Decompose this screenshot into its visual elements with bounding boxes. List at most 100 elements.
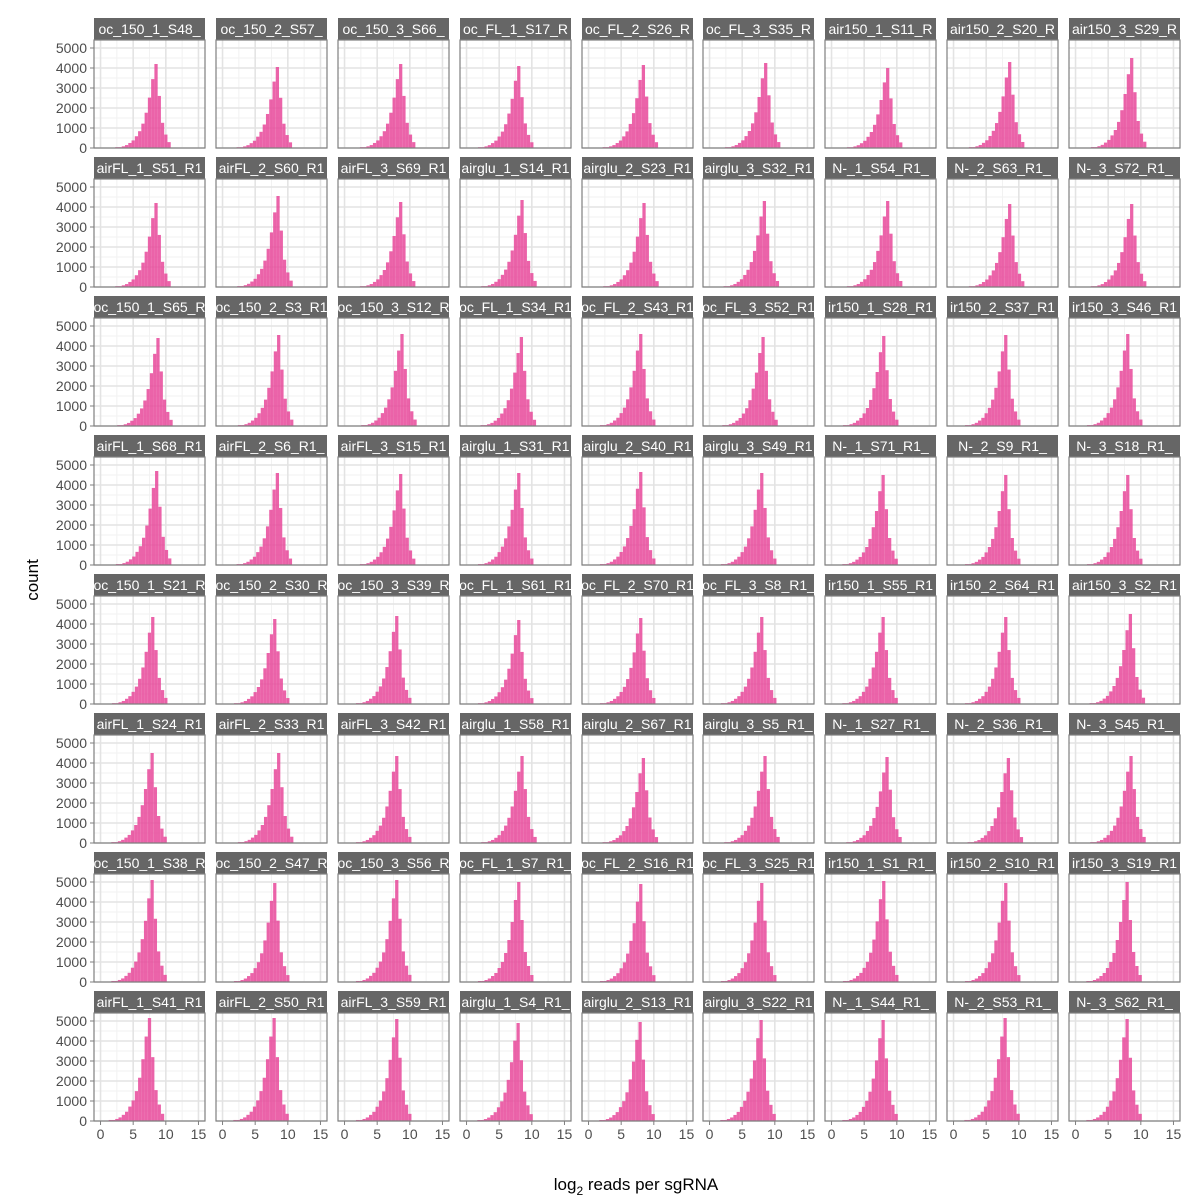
panel-border	[946, 178, 1059, 288]
histogram-bar	[1017, 134, 1022, 148]
facet-strip-label: airglu_2_S13_R1	[583, 994, 691, 1010]
histogram-bar	[759, 216, 763, 287]
facet-panel: ir150_3_S19_R1	[1068, 852, 1181, 983]
y-tick-label: 5000	[56, 318, 87, 334]
histogram-bar	[1096, 702, 1100, 704]
histogram-bar	[256, 1100, 260, 1121]
facet-panel: N-_2_S63_R1_	[946, 157, 1059, 288]
histogram-bar	[1107, 279, 1111, 287]
histogram-bars	[1086, 334, 1143, 426]
facet-panel: airFL_2_S50_R1	[215, 991, 328, 1122]
histogram-bar	[523, 678, 527, 704]
facet-strip-label: airFL_2_S6_R1_	[219, 438, 325, 454]
facet-strip-label: ir150_2_S37_R1	[950, 299, 1055, 315]
histogram-bar	[487, 978, 492, 982]
y-tick-label: 1000	[56, 815, 87, 831]
histogram-bar	[619, 968, 623, 982]
panel-grid	[460, 596, 571, 705]
histogram-bar	[654, 837, 659, 843]
histogram-bar	[408, 1113, 412, 1121]
panel-border	[702, 317, 815, 427]
histogram-bar	[971, 702, 975, 704]
histogram-bar	[727, 563, 731, 565]
histogram-bar	[402, 508, 406, 565]
histogram-bar	[1122, 790, 1127, 843]
histogram-bar	[990, 1091, 994, 1121]
histogram-bar	[996, 1059, 1001, 1121]
histogram-bar	[651, 829, 655, 843]
histogram-bar	[269, 634, 274, 704]
histogram-bar	[868, 538, 872, 565]
x-tick-label: 15	[800, 1126, 816, 1142]
y-tick-label: 3000	[56, 1053, 87, 1069]
histogram-bar	[773, 134, 778, 148]
facet-strip	[338, 852, 449, 874]
histogram-bar	[249, 143, 253, 148]
histogram-bar	[1133, 92, 1137, 148]
histogram-bar	[362, 702, 366, 704]
histogram-bar	[1102, 1111, 1106, 1121]
histogram-bar	[612, 840, 616, 843]
histogram-bar	[885, 757, 889, 843]
histogram-bar	[137, 952, 141, 982]
histogram-bar	[151, 218, 155, 287]
histogram-bar	[144, 251, 148, 287]
histogram-bar	[406, 398, 411, 426]
histogram-bar	[269, 900, 274, 982]
histogram-bar	[889, 98, 893, 148]
facet-strip	[460, 18, 571, 40]
histogram-bar	[865, 830, 870, 843]
histogram-bars	[1090, 204, 1147, 287]
histogram-bar	[744, 136, 748, 148]
histogram-bar	[509, 388, 514, 426]
histogram-bar	[163, 974, 167, 982]
facet-panel: airFL_1_S51_R1	[93, 157, 206, 288]
histogram-bar	[260, 407, 264, 426]
histogram-bar	[395, 756, 399, 843]
histogram-bar	[642, 507, 646, 565]
histogram-bar	[282, 537, 286, 565]
histogram-bar	[532, 419, 537, 426]
histogram-bar	[378, 825, 383, 843]
histogram-bar	[1112, 686, 1116, 704]
histogram-bar	[641, 758, 646, 843]
histogram-bar	[491, 143, 495, 148]
histogram-bar	[128, 559, 133, 565]
histogram-bar	[523, 952, 527, 982]
facet-strip	[1069, 574, 1180, 596]
panel-border	[1068, 317, 1181, 427]
histogram-bar	[404, 965, 409, 982]
histogram-bar	[137, 816, 141, 843]
histogram-bar	[151, 617, 155, 704]
histogram-bar	[998, 111, 1002, 148]
histogram-bar	[392, 510, 396, 565]
histogram-bar	[974, 422, 979, 426]
histogram-bar	[1021, 141, 1025, 148]
facet-strip-label: airFL_3_S59_R1	[341, 994, 447, 1010]
histogram-bar	[115, 1118, 119, 1121]
facet-strip	[338, 991, 449, 1013]
histogram-bar	[1008, 204, 1012, 287]
histogram-bar	[738, 417, 742, 426]
facet-strip	[1069, 713, 1180, 735]
facet-panel: oc_150_3_S66_	[337, 18, 450, 149]
histogram-bar	[856, 145, 860, 148]
facet-strip-label: oc_FL_1_S17_R	[463, 21, 568, 37]
histogram-bar	[369, 284, 373, 287]
histogram-bar	[652, 697, 656, 704]
histogram-bar	[167, 281, 171, 287]
histogram-bar	[994, 387, 998, 426]
histogram-bar	[881, 475, 885, 565]
panel-border	[215, 873, 328, 983]
histogram-bar	[1132, 648, 1136, 704]
y-tick-label: 1000	[56, 120, 87, 136]
histogram-bar	[775, 280, 780, 287]
histogram-bar	[635, 1039, 639, 1121]
histogram-bar	[878, 1038, 882, 1121]
histogram-bar	[243, 701, 248, 704]
histogram-bar	[632, 370, 636, 426]
histogram-bar	[513, 80, 518, 148]
histogram-bar	[168, 558, 172, 565]
histogram-bar	[635, 901, 640, 982]
histogram-bar	[520, 651, 524, 704]
